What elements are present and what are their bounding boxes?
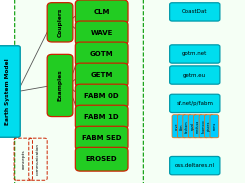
FancyBboxPatch shape (199, 115, 208, 138)
FancyBboxPatch shape (15, 0, 147, 183)
FancyBboxPatch shape (143, 0, 245, 183)
Text: roms: roms (212, 122, 216, 130)
Text: CoastDat: CoastDat (182, 9, 208, 14)
FancyBboxPatch shape (210, 115, 219, 138)
FancyBboxPatch shape (183, 115, 192, 138)
Text: CLM: CLM (94, 9, 110, 15)
FancyBboxPatch shape (75, 0, 128, 24)
FancyBboxPatch shape (75, 84, 128, 108)
FancyBboxPatch shape (194, 115, 203, 138)
FancyBboxPatch shape (75, 126, 128, 150)
Text: pisces: pisces (207, 121, 211, 131)
FancyBboxPatch shape (170, 156, 220, 175)
Text: arve: arve (174, 122, 178, 130)
FancyBboxPatch shape (172, 115, 181, 138)
Text: FABM 1D: FABM 1D (84, 114, 119, 120)
Text: FABM 0D: FABM 0D (84, 93, 119, 99)
FancyBboxPatch shape (75, 63, 128, 87)
Text: medusa: medusa (196, 119, 200, 133)
FancyBboxPatch shape (0, 46, 20, 137)
FancyBboxPatch shape (75, 21, 128, 45)
Text: getm.eu: getm.eu (183, 72, 206, 78)
Text: FABM SED: FABM SED (82, 135, 122, 141)
FancyBboxPatch shape (47, 3, 73, 42)
Text: concepts: concepts (21, 149, 25, 169)
FancyBboxPatch shape (170, 94, 220, 113)
Text: fasham: fasham (185, 120, 189, 132)
Text: Couplers: Couplers (58, 8, 62, 37)
Text: npzd: npzd (191, 122, 195, 130)
FancyBboxPatch shape (75, 105, 128, 129)
Text: WAVE: WAVE (90, 30, 113, 36)
Text: EROSED: EROSED (86, 156, 118, 162)
FancyBboxPatch shape (188, 115, 197, 138)
FancyBboxPatch shape (177, 115, 186, 138)
Text: ihamocc: ihamocc (202, 119, 206, 133)
FancyBboxPatch shape (47, 54, 73, 117)
Text: gotm.net: gotm.net (182, 51, 208, 57)
FancyBboxPatch shape (75, 147, 128, 171)
Text: oss.deltares.nl: oss.deltares.nl (175, 163, 215, 168)
FancyBboxPatch shape (170, 3, 220, 21)
Text: bfm: bfm (180, 123, 184, 130)
Text: sf.net/p/fabm: sf.net/p/fabm (176, 101, 213, 106)
FancyBboxPatch shape (205, 115, 213, 138)
FancyBboxPatch shape (75, 42, 128, 66)
Text: GETM: GETM (90, 72, 113, 78)
FancyBboxPatch shape (170, 45, 220, 63)
Text: Earth System Model: Earth System Model (5, 58, 10, 125)
FancyBboxPatch shape (170, 66, 220, 84)
Text: communication: communication (36, 143, 40, 175)
Text: Examples: Examples (58, 70, 62, 101)
Text: GOTM: GOTM (90, 51, 113, 57)
